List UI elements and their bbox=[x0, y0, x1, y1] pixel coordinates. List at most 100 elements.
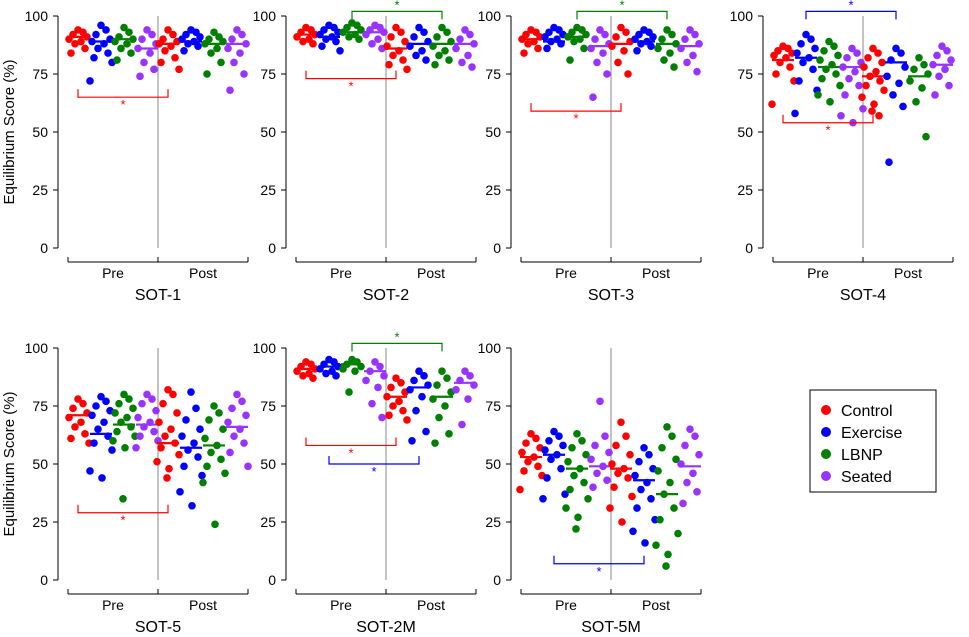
data-point-seated bbox=[603, 476, 611, 485]
data-point-control bbox=[395, 397, 403, 406]
data-point-control bbox=[878, 58, 886, 67]
data-point-seated bbox=[461, 367, 469, 376]
data-point-exercise bbox=[897, 49, 905, 57]
data-point-lbnp bbox=[113, 56, 121, 64]
data-point-lbnp bbox=[816, 56, 824, 64]
data-point-seated bbox=[593, 58, 601, 67]
data-point-lbnp bbox=[211, 520, 219, 529]
data-point-exercise bbox=[86, 467, 94, 475]
data-point-control bbox=[522, 439, 530, 447]
data-point-seated bbox=[691, 432, 699, 440]
data-point-control bbox=[620, 47, 628, 55]
data-point-seated bbox=[693, 67, 701, 76]
y-tick-label: 100 bbox=[730, 8, 754, 24]
data-point-exercise bbox=[194, 42, 202, 50]
data-point-seated bbox=[589, 93, 597, 101]
data-point-seated bbox=[150, 65, 158, 74]
data-point-seated bbox=[859, 105, 867, 113]
data-point-control bbox=[516, 485, 524, 494]
data-point-seated bbox=[380, 372, 388, 380]
data-point-seated bbox=[371, 358, 379, 366]
data-point-seated bbox=[468, 63, 476, 71]
data-point-seated bbox=[138, 399, 146, 408]
data-point-lbnp bbox=[674, 529, 682, 538]
data-point-seated bbox=[851, 67, 859, 76]
data-point-control bbox=[614, 58, 622, 67]
data-point-seated bbox=[376, 362, 384, 371]
data-point-control bbox=[77, 37, 85, 46]
data-point-seated bbox=[947, 56, 955, 64]
data-point-seated bbox=[148, 395, 156, 403]
data-point-lbnp bbox=[217, 455, 225, 464]
data-point-seated bbox=[150, 427, 158, 436]
data-point-control bbox=[624, 70, 632, 78]
data-point-exercise bbox=[543, 474, 551, 482]
legend-label-control: Control bbox=[841, 403, 893, 420]
data-point-seated bbox=[683, 478, 691, 487]
data-point-exercise bbox=[97, 392, 105, 401]
data-point-control bbox=[403, 65, 411, 74]
data-point-exercise bbox=[108, 446, 116, 454]
data-point-seated bbox=[224, 418, 232, 427]
data-point-exercise bbox=[547, 455, 555, 464]
data-point-lbnp bbox=[825, 37, 833, 46]
data-point-control bbox=[173, 409, 181, 417]
data-point-lbnp bbox=[443, 374, 451, 382]
data-point-exercise bbox=[647, 495, 655, 503]
data-point-seated bbox=[935, 72, 943, 81]
y-tick-label: 75 bbox=[32, 398, 48, 414]
data-point-control bbox=[164, 385, 172, 394]
data-point-exercise bbox=[180, 462, 188, 471]
data-point-control bbox=[309, 40, 317, 48]
data-point-seated bbox=[461, 26, 469, 34]
data-point-exercise bbox=[883, 72, 891, 81]
data-point-exercise bbox=[332, 372, 340, 380]
data-point-control bbox=[163, 474, 171, 482]
data-point-seated bbox=[452, 44, 460, 53]
data-point-seated bbox=[458, 420, 466, 429]
data-point-control bbox=[622, 432, 630, 440]
data-point-seated bbox=[605, 448, 613, 457]
data-point-exercise bbox=[543, 44, 551, 53]
x-label-post: Post bbox=[642, 265, 670, 281]
data-point-lbnp bbox=[910, 65, 918, 74]
data-point-seated bbox=[378, 413, 386, 422]
data-point-control bbox=[608, 460, 616, 468]
data-point-lbnp bbox=[117, 44, 125, 53]
x-label-post: Post bbox=[642, 597, 670, 613]
data-point-lbnp bbox=[111, 409, 119, 417]
data-point-lbnp bbox=[445, 430, 453, 438]
data-point-seated bbox=[228, 35, 236, 43]
data-point-control bbox=[397, 379, 405, 387]
data-point-lbnp bbox=[922, 132, 930, 141]
data-point-control bbox=[387, 33, 395, 41]
data-point-lbnp bbox=[438, 367, 446, 376]
data-point-lbnp bbox=[580, 44, 588, 53]
data-point-lbnp bbox=[433, 381, 441, 389]
data-point-seated bbox=[601, 432, 609, 440]
data-point-control bbox=[161, 432, 169, 440]
data-point-control bbox=[626, 450, 634, 459]
data-point-lbnp bbox=[668, 30, 676, 39]
data-point-control bbox=[161, 47, 169, 55]
data-point-control bbox=[614, 469, 622, 478]
data-point-control bbox=[872, 67, 880, 76]
data-point-lbnp bbox=[574, 513, 582, 522]
data-point-exercise bbox=[90, 53, 98, 62]
data-point-seated bbox=[134, 413, 142, 422]
x-label-pre: Pre bbox=[330, 597, 352, 613]
x-label-pre: Pre bbox=[555, 265, 577, 281]
data-point-exercise bbox=[102, 26, 110, 34]
data-point-lbnp bbox=[207, 49, 215, 57]
panel-title: SOT-4 bbox=[840, 287, 886, 304]
data-point-lbnp bbox=[121, 443, 129, 452]
significance-star: * bbox=[348, 445, 353, 460]
significance-bracket-lbnp bbox=[576, 10, 668, 20]
data-point-seated bbox=[140, 58, 148, 67]
panel-title: SOT-5 bbox=[135, 619, 181, 636]
data-point-lbnp bbox=[119, 495, 127, 503]
data-point-exercise bbox=[90, 439, 98, 447]
data-point-exercise bbox=[541, 33, 549, 41]
data-point-lbnp bbox=[441, 402, 449, 410]
